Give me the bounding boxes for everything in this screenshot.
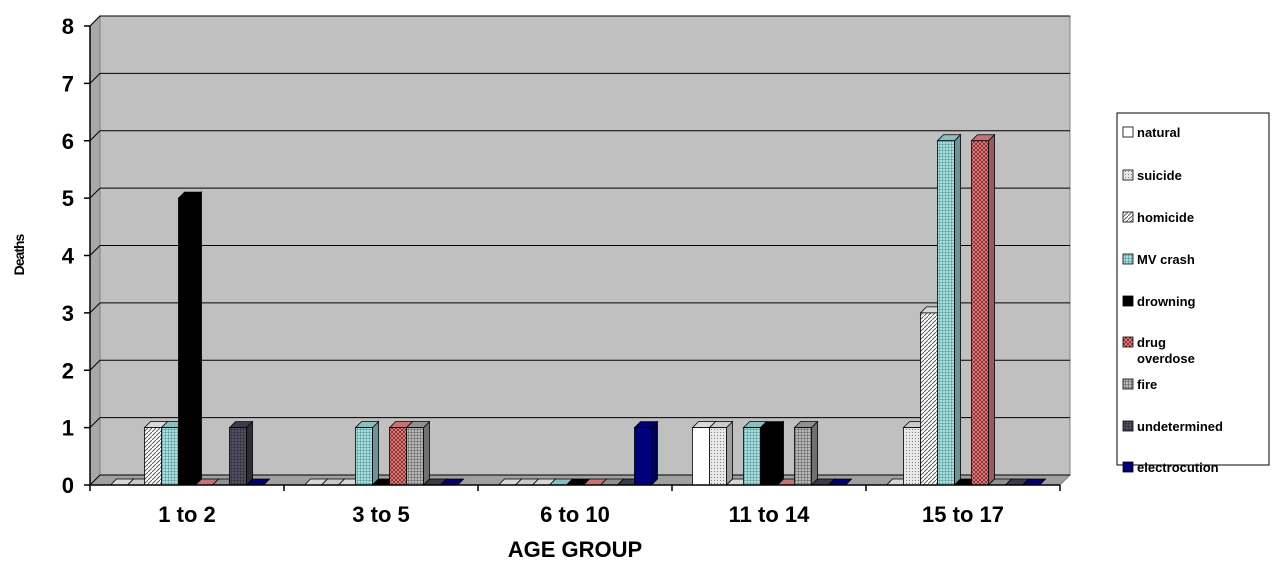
legend-item: undetermined	[1122, 419, 1223, 434]
legend-swatch	[1122, 336, 1134, 348]
bar	[228, 420, 254, 486]
x-tick-label: 15 to 17	[922, 502, 1004, 527]
legend-swatch	[1122, 378, 1134, 390]
bar	[708, 420, 734, 486]
legend-label: undetermined	[1137, 419, 1223, 434]
bars	[109, 133, 1047, 486]
gridline-side	[89, 417, 101, 428]
legend-item: MV crash	[1122, 252, 1195, 267]
bar	[793, 420, 819, 486]
legend-swatch	[1122, 295, 1134, 307]
bar	[405, 420, 431, 486]
y-tick-label: 3	[62, 301, 74, 326]
legend-label: fire	[1137, 377, 1157, 392]
gridline-side	[89, 130, 101, 142]
bar	[354, 420, 380, 486]
legend-swatch	[1122, 461, 1134, 473]
legend-swatch	[1122, 169, 1134, 181]
legend-swatch	[1122, 126, 1134, 138]
gridline-side	[89, 73, 101, 84]
legend-swatch	[1122, 211, 1134, 223]
gridlines	[89, 15, 1070, 486]
legend-label: overdose	[1137, 351, 1195, 366]
gridline-side	[89, 187, 101, 199]
legend-item: electrocution	[1122, 460, 1219, 475]
axes	[84, 25, 1061, 491]
x-tick-label: 6 to 10	[540, 502, 610, 527]
legend-label: drug	[1137, 335, 1166, 350]
legend-label: drowning	[1137, 294, 1196, 309]
y-axis-title: Deaths	[11, 233, 27, 275]
y-tick-label: 6	[62, 129, 74, 154]
gridline-side	[89, 302, 101, 314]
legend-label: homicide	[1137, 210, 1194, 225]
legend-item: homicide	[1122, 210, 1194, 225]
gridline-side	[89, 474, 101, 486]
x-tick-labels: 1 to 2 3 to 5 6 to 10 11 to 14 15 to 17	[158, 502, 1004, 527]
bar	[759, 420, 785, 486]
gridline-side	[89, 245, 101, 256]
legend-item: natural	[1122, 125, 1180, 140]
legend-item: fire	[1122, 377, 1157, 392]
y-tick-label: 7	[62, 71, 74, 96]
legend-box	[1116, 112, 1270, 466]
y-tick-label: 0	[62, 473, 74, 498]
gridline-side	[89, 359, 101, 371]
x-tick-label: 11 to 14	[729, 502, 810, 527]
x-axis-title: AGE GROUP	[508, 537, 642, 562]
y-tick-label: 2	[62, 358, 74, 383]
bar	[633, 420, 659, 486]
legend-item: suicide	[1122, 168, 1182, 183]
y-tick-label: 4	[62, 244, 75, 269]
y-tick-label: 1	[62, 416, 74, 441]
bar	[936, 133, 962, 486]
legend: natural suicide homicide MV crash drowning dr…	[1116, 112, 1270, 475]
y-tick-label: 8	[62, 14, 74, 39]
legend-label: natural	[1137, 125, 1180, 140]
gridline-side	[89, 15, 101, 27]
x-tick-label: 3 to 5	[352, 502, 409, 527]
legend-swatch	[1122, 420, 1134, 432]
legend-label: MV crash	[1137, 252, 1195, 267]
legend-item: drowning	[1122, 294, 1196, 309]
legend-label: suicide	[1137, 168, 1182, 183]
bar	[439, 478, 465, 486]
y-tick-label: 5	[62, 186, 74, 211]
y-tick-labels: 0 1 2 3 4 5 6 7 8	[62, 14, 75, 498]
x-tick-label: 1 to 2	[158, 502, 215, 527]
legend-swatch	[1122, 253, 1134, 265]
legend-label: electrocution	[1137, 460, 1219, 475]
bar	[177, 191, 203, 486]
bar	[970, 133, 996, 486]
